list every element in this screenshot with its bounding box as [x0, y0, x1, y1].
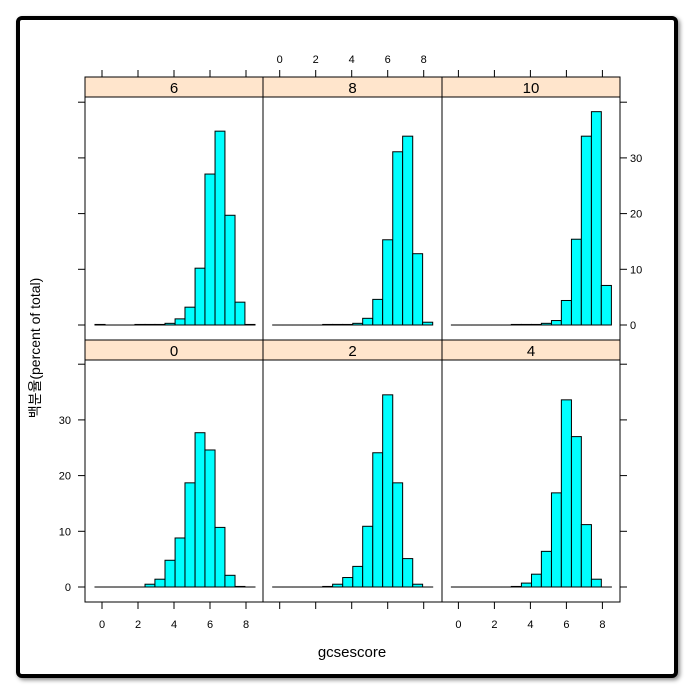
strip-label: 0 — [170, 343, 178, 360]
bar-6-10 — [194, 267, 206, 326]
bar-8-10 — [372, 298, 384, 326]
bar-2-10 — [372, 452, 384, 588]
strip-label: 6 — [170, 80, 178, 97]
bar-8-12 — [392, 151, 404, 326]
bar-4-7 — [520, 582, 532, 588]
bar-10-10 — [550, 320, 562, 326]
bar-6-0 — [94, 323, 106, 326]
bar-8-13 — [402, 135, 414, 326]
panel-2 — [262, 359, 443, 603]
bar-6-8 — [174, 318, 186, 326]
bar-8-8 — [352, 322, 364, 326]
y-axis-label: 백분율(percent of total) — [27, 278, 43, 419]
bar-6-9 — [184, 306, 196, 326]
bar-10-7 — [520, 323, 532, 326]
right-tick-label: 0 — [630, 320, 636, 332]
bottom-tick-label: 0 — [455, 619, 461, 631]
bar-8-15 — [422, 321, 434, 326]
bar-6-12 — [214, 130, 226, 326]
strip-label: 8 — [348, 80, 356, 97]
bar-6-11 — [204, 173, 216, 326]
bar-8-7 — [342, 323, 354, 326]
bar-10-13 — [580, 135, 592, 326]
bar-8-11 — [382, 239, 394, 326]
bar-4-9 — [540, 550, 552, 588]
bar-0-7 — [164, 559, 176, 588]
bar-10-9 — [540, 322, 552, 326]
bar-4-14 — [590, 578, 602, 588]
bar-2-9 — [362, 525, 374, 588]
left-tick-label: 0 — [65, 582, 71, 594]
bar-4-13 — [580, 524, 592, 588]
bar-6-6 — [154, 323, 166, 326]
bar-10-8 — [530, 323, 542, 326]
bar-2-7 — [342, 577, 354, 588]
bar-4-8 — [530, 573, 542, 588]
bar-10-11 — [560, 299, 572, 326]
bar-2-8 — [352, 565, 364, 588]
top-tick-label: 2 — [313, 54, 319, 66]
bar-0-9 — [184, 482, 196, 588]
bar-0-6 — [154, 578, 166, 588]
strip-label: 2 — [348, 343, 356, 360]
bar-10-6 — [510, 323, 522, 326]
bottom-tick-label: 2 — [135, 619, 141, 631]
strip-label: 4 — [527, 343, 535, 360]
bottom-tick-label: 2 — [491, 619, 497, 631]
top-tick-label: 8 — [421, 54, 427, 66]
bar-8-5 — [322, 323, 334, 326]
bar-6-13 — [224, 214, 236, 326]
left-tick-label: 20 — [59, 471, 71, 483]
bar-4-10 — [550, 492, 562, 588]
bar-0-8 — [174, 537, 186, 588]
bar-6-4 — [134, 323, 146, 326]
bar-4-12 — [570, 436, 582, 588]
left-tick-label: 30 — [59, 415, 71, 427]
right-tick-label: 20 — [630, 209, 642, 221]
top-tick-label: 4 — [349, 54, 355, 66]
bar-6-14 — [234, 301, 246, 326]
bar-0-14 — [234, 585, 246, 588]
top-tick-label: 0 — [277, 54, 283, 66]
bar-10-14 — [590, 111, 602, 326]
bar-10-15 — [600, 284, 612, 326]
bar-0-11 — [204, 449, 216, 588]
panel-4 — [441, 359, 621, 603]
bar-2-14 — [412, 583, 424, 588]
bar-0-10 — [194, 432, 206, 588]
bar-6-7 — [164, 322, 176, 326]
bar-8-14 — [412, 253, 424, 326]
bar-2-12 — [392, 482, 404, 588]
bar-10-12 — [570, 238, 582, 326]
bottom-tick-label: 4 — [171, 619, 177, 631]
bar-4-11 — [560, 399, 572, 588]
bar-0-12 — [214, 526, 226, 588]
bar-8-9 — [362, 317, 374, 326]
bottom-tick-label: 6 — [563, 619, 569, 631]
bar-2-13 — [402, 558, 414, 588]
right-tick-label: 30 — [630, 153, 642, 165]
bar-0-13 — [224, 574, 236, 588]
bottom-tick-label: 0 — [99, 619, 105, 631]
bar-2-5 — [322, 585, 334, 588]
strip-label: 10 — [523, 80, 540, 97]
bottom-tick-label: 8 — [599, 619, 605, 631]
bar-8-6 — [332, 323, 344, 326]
x-axis-label: gcsescore — [318, 644, 386, 661]
bottom-tick-label: 4 — [527, 619, 533, 631]
right-tick-label: 10 — [630, 264, 642, 276]
bar-2-6 — [332, 583, 344, 588]
bar-0-5 — [144, 583, 156, 588]
bar-4-6 — [510, 585, 522, 588]
bar-6-15 — [244, 323, 256, 326]
left-tick-label: 10 — [59, 526, 71, 538]
bar-6-5 — [144, 323, 156, 326]
bottom-tick-label: 8 — [243, 619, 249, 631]
bottom-tick-label: 6 — [207, 619, 213, 631]
bar-2-11 — [382, 394, 394, 588]
top-tick-label: 6 — [385, 54, 391, 66]
